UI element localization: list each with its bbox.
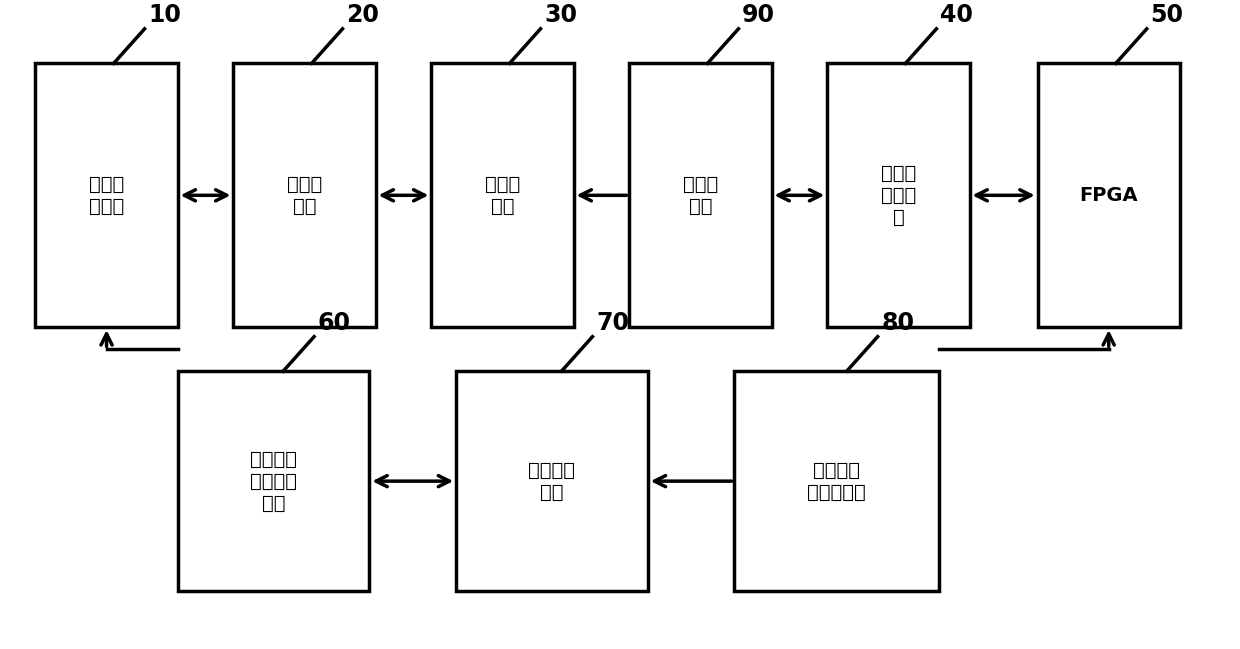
Text: 上层直流
控制保护
装置: 上层直流 控制保护 装置 (250, 450, 298, 513)
Bar (36, 64, 177, 327)
Text: 脉冲接
口屏: 脉冲接 口屏 (485, 175, 520, 216)
Text: 80: 80 (882, 311, 914, 335)
Text: 30: 30 (544, 3, 578, 27)
Text: 50: 50 (1151, 3, 1183, 27)
Bar (734, 371, 939, 591)
Text: FPGA: FPGA (1079, 186, 1138, 205)
Bar (827, 64, 970, 327)
Bar (1038, 64, 1179, 327)
Bar (233, 64, 376, 327)
Text: 90: 90 (743, 3, 775, 27)
Text: 阀控主
控制屏: 阀控主 控制屏 (89, 175, 124, 216)
Text: 70: 70 (596, 311, 629, 335)
Text: 10: 10 (149, 3, 181, 27)
Bar (177, 371, 370, 591)
Bar (629, 64, 771, 327)
Text: 实时仿真
接口: 实时仿真 接口 (528, 461, 575, 502)
Bar (432, 64, 574, 327)
Text: 脉冲分
配屏: 脉冲分 配屏 (286, 175, 322, 216)
Text: 延时计
时器: 延时计 时器 (683, 175, 718, 216)
Text: 60: 60 (317, 311, 351, 335)
Text: 20: 20 (346, 3, 379, 27)
Text: 协议转
换接口
屏: 协议转 换接口 屏 (880, 164, 916, 227)
Text: 40: 40 (940, 3, 973, 27)
Text: 外部电路
实时仿真器: 外部电路 实时仿真器 (807, 461, 866, 502)
Bar (456, 371, 647, 591)
